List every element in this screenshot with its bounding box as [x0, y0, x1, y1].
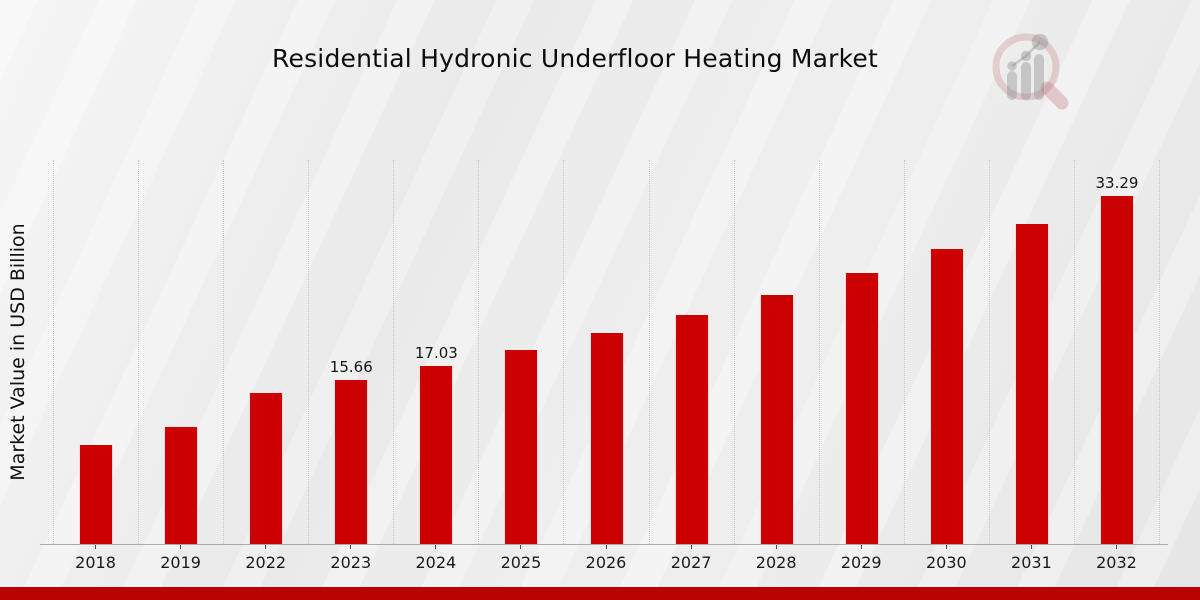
x-tick-label: 2018	[75, 553, 116, 572]
x-tick-cell: 2031	[989, 545, 1074, 572]
bar-2023: 15.66	[330, 358, 373, 544]
x-tick-cell: 2026	[563, 545, 648, 572]
x-tick-label: 2019	[160, 553, 201, 572]
tick-mark	[945, 545, 947, 549]
x-tick-label: 2022	[245, 553, 287, 572]
y-axis-label: Market Value in USD Billion	[7, 223, 29, 481]
x-tick-cell: 2018	[53, 545, 138, 572]
tick-mark	[1030, 545, 1032, 549]
bar-2031	[1014, 223, 1049, 544]
tick-mark	[605, 545, 607, 549]
magnifier-bar-chart-logo-icon	[992, 33, 1069, 110]
x-tick-cell: 2027	[649, 545, 734, 572]
bar-2027	[674, 314, 709, 544]
tick-mark	[860, 545, 862, 549]
bar-value-label: 33.29	[1095, 173, 1139, 192]
footer-accent-band	[0, 587, 1200, 600]
bar-2025	[504, 350, 539, 544]
bar-cell	[733, 160, 819, 544]
x-tick-label: 2029	[840, 553, 882, 572]
bar-cell: 15.66	[308, 160, 393, 544]
tick-mark	[350, 545, 352, 549]
bar-2032: 33.29	[1095, 174, 1138, 544]
tick-mark	[180, 545, 182, 549]
bar-2026	[589, 333, 624, 544]
tick-mark	[435, 545, 437, 549]
bar-2018	[79, 445, 114, 544]
bar-2028	[759, 294, 794, 544]
bar-2029	[844, 273, 879, 544]
x-tick-label: 2028	[755, 553, 797, 572]
x-axis-row: 2018 2019 2022 2023 2024 2025 2026 2027 2028 2029…	[53, 545, 1159, 572]
tick-mark	[1115, 545, 1117, 549]
x-tick-cell: 2022	[223, 545, 308, 572]
bar-cell	[988, 160, 1074, 544]
x-tick-label: 2024	[415, 553, 457, 572]
bar-cell	[478, 160, 563, 544]
bar-value-label: 17.03	[414, 343, 458, 362]
x-tick-cell: 2030	[904, 545, 989, 572]
bar-cell: 17.03	[393, 160, 478, 544]
x-tick-cell: 2019	[138, 545, 223, 572]
x-tick-label: 2027	[670, 553, 712, 572]
x-tick-cell: 2025	[478, 545, 563, 572]
x-tick-label: 2032	[1096, 553, 1137, 572]
x-tick-cell: 2029	[819, 545, 904, 572]
bar-2019	[164, 427, 199, 544]
bar-cell	[818, 160, 904, 544]
chart-plot: 15.66 17.03 33.29	[53, 160, 1160, 544]
x-tick-label: 2025	[500, 553, 542, 572]
bar-2030	[929, 249, 964, 544]
bar-2022	[249, 393, 284, 544]
x-tick-cell: 2023	[308, 545, 393, 572]
bar-cell	[223, 160, 308, 544]
tick-mark	[690, 545, 692, 549]
bar-2024: 17.03	[415, 344, 458, 544]
bar-value-label: 15.66	[329, 358, 373, 377]
tick-mark	[520, 545, 522, 549]
x-tick-label: 2026	[585, 553, 627, 572]
x-tick-cell: 2028	[734, 545, 819, 572]
tick-mark	[95, 545, 97, 549]
tick-mark	[265, 545, 267, 549]
bar-cell	[53, 160, 138, 544]
chart-title: Residential Hydronic Underfloor Heating …	[272, 44, 878, 73]
bar-cell	[563, 160, 648, 544]
x-tick-label: 2031	[1011, 553, 1052, 572]
x-tick-label: 2023	[330, 553, 372, 572]
bar-cell	[903, 160, 989, 544]
tick-mark	[775, 545, 777, 549]
bar-cell	[138, 160, 223, 544]
x-axis-line	[40, 544, 1168, 545]
bar-cell: 33.29	[1073, 160, 1159, 544]
x-tick-cell: 2032	[1074, 545, 1159, 572]
bar-cell	[648, 160, 734, 544]
x-tick-label: 2030	[925, 553, 967, 572]
x-tick-cell: 2024	[393, 545, 478, 572]
